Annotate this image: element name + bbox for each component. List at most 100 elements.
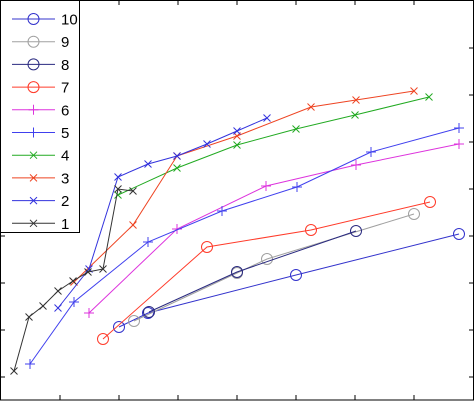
legend-marker bbox=[29, 174, 38, 182]
series-9 bbox=[128, 208, 420, 327]
series-line-10 bbox=[118, 233, 460, 328]
series-line-6 bbox=[88, 143, 460, 314]
data-point bbox=[410, 87, 418, 95]
legend-item-9: 9 bbox=[12, 34, 69, 51]
data-point bbox=[424, 196, 436, 208]
series-8 bbox=[143, 225, 362, 318]
data-point bbox=[173, 164, 181, 172]
series-7 bbox=[97, 196, 436, 345]
legend-item-3: 3 bbox=[12, 170, 69, 187]
legend-marker bbox=[27, 81, 40, 94]
data-point bbox=[129, 187, 137, 195]
legend-marker bbox=[28, 104, 39, 115]
data-point bbox=[307, 103, 315, 111]
data-point bbox=[84, 308, 94, 318]
data-point bbox=[231, 266, 243, 278]
legend: 10 9 8 7 6 5 4 3 2 1 bbox=[0, 0, 80, 233]
legend-marker bbox=[28, 127, 39, 138]
data-point bbox=[54, 287, 62, 295]
data-point bbox=[114, 173, 122, 181]
data-point bbox=[352, 96, 360, 104]
data-point bbox=[203, 140, 211, 148]
legend-marker bbox=[29, 219, 38, 228]
data-point bbox=[25, 313, 33, 321]
data-point bbox=[292, 182, 302, 192]
series-line-7 bbox=[102, 201, 431, 340]
data-point bbox=[25, 359, 35, 369]
series-5 bbox=[25, 123, 464, 369]
data-point bbox=[129, 221, 137, 229]
legend-item-6: 6 bbox=[12, 102, 69, 119]
legend-marker bbox=[29, 151, 38, 160]
data-point bbox=[114, 185, 122, 193]
legend-label: 4 bbox=[61, 148, 69, 165]
legend-label: 1 bbox=[61, 216, 69, 233]
legend-item-7: 7 bbox=[12, 80, 69, 97]
series-3 bbox=[70, 87, 418, 286]
legend-label: 8 bbox=[61, 57, 69, 74]
data-point bbox=[144, 160, 152, 168]
data-point bbox=[292, 125, 300, 133]
series-line-5 bbox=[29, 127, 460, 365]
data-point bbox=[143, 306, 155, 318]
series-4 bbox=[114, 93, 433, 199]
legend-item-5: 5 bbox=[12, 125, 69, 142]
data-point bbox=[217, 206, 227, 216]
data-point bbox=[114, 191, 122, 199]
data-point bbox=[350, 225, 362, 237]
legend-item-4: 4 bbox=[12, 148, 69, 165]
legend-marker bbox=[27, 13, 40, 25]
legend-marker bbox=[27, 35, 40, 48]
data-point bbox=[408, 208, 420, 220]
series-2 bbox=[54, 114, 271, 312]
data-point bbox=[233, 127, 241, 135]
data-point bbox=[173, 152, 181, 160]
data-point bbox=[425, 93, 433, 101]
data-point bbox=[172, 224, 182, 234]
data-point bbox=[97, 333, 109, 345]
data-point bbox=[233, 141, 241, 149]
data-point bbox=[290, 269, 302, 281]
data-point bbox=[261, 181, 271, 191]
series-line-4 bbox=[117, 96, 430, 196]
series-line-8 bbox=[148, 230, 357, 313]
data-point bbox=[261, 253, 273, 265]
data-point bbox=[69, 277, 77, 285]
series-1 bbox=[10, 185, 137, 375]
legend-label: 7 bbox=[61, 80, 69, 97]
legend-label: 5 bbox=[61, 125, 69, 142]
data-point bbox=[54, 304, 62, 312]
data-point bbox=[113, 321, 125, 333]
data-point bbox=[454, 123, 464, 133]
data-point bbox=[351, 160, 361, 170]
data-point bbox=[84, 268, 92, 276]
data-point bbox=[10, 367, 18, 375]
legend-label: 9 bbox=[61, 34, 69, 51]
data-point bbox=[454, 139, 464, 149]
legend-item-8: 8 bbox=[12, 57, 69, 74]
data-point bbox=[366, 147, 376, 157]
data-point bbox=[305, 224, 317, 236]
legend-label: 6 bbox=[61, 102, 69, 119]
series-line-3 bbox=[73, 90, 415, 283]
series-line-2 bbox=[57, 117, 268, 309]
data-point bbox=[263, 114, 271, 122]
legend-item-1: 1 bbox=[12, 216, 69, 233]
legend-box bbox=[0, 0, 80, 233]
data-point bbox=[142, 307, 154, 319]
legend-label: 10 bbox=[61, 12, 78, 29]
series-layer bbox=[10, 87, 465, 375]
series-6 bbox=[84, 139, 464, 318]
legend-marker bbox=[27, 58, 40, 71]
data-point bbox=[201, 241, 213, 253]
legend-item-10: 10 bbox=[12, 12, 78, 29]
data-point bbox=[453, 228, 465, 240]
data-point bbox=[128, 315, 140, 327]
data-point bbox=[143, 237, 153, 247]
series-10 bbox=[113, 228, 465, 333]
legend-label: 3 bbox=[61, 170, 69, 187]
legend-label: 2 bbox=[61, 193, 69, 210]
legend-item-2: 2 bbox=[12, 193, 69, 210]
data-point bbox=[351, 111, 359, 119]
